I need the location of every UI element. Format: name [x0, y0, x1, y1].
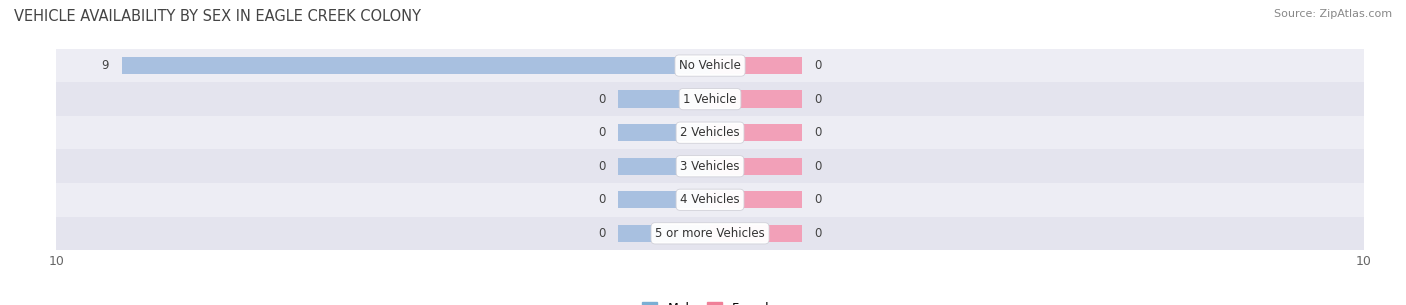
Text: 0: 0 — [598, 160, 606, 173]
Bar — [619, 124, 710, 142]
Bar — [56, 116, 1364, 149]
Bar — [56, 149, 1364, 183]
Text: 0: 0 — [814, 160, 823, 173]
Bar — [56, 217, 1364, 250]
Legend: Male, Female: Male, Female — [637, 297, 783, 305]
Text: 0: 0 — [598, 93, 606, 106]
Bar — [710, 90, 801, 108]
Text: VEHICLE AVAILABILITY BY SEX IN EAGLE CREEK COLONY: VEHICLE AVAILABILITY BY SEX IN EAGLE CRE… — [14, 9, 420, 24]
Bar — [619, 157, 710, 175]
Text: 0: 0 — [814, 93, 823, 106]
Text: 0: 0 — [814, 59, 823, 72]
Bar — [619, 191, 710, 209]
Text: 0: 0 — [814, 126, 823, 139]
Text: No Vehicle: No Vehicle — [679, 59, 741, 72]
Text: 5 or more Vehicles: 5 or more Vehicles — [655, 227, 765, 240]
Bar — [56, 49, 1364, 82]
Text: Source: ZipAtlas.com: Source: ZipAtlas.com — [1274, 9, 1392, 19]
Text: 9: 9 — [101, 59, 108, 72]
Bar — [710, 224, 801, 242]
Text: 0: 0 — [814, 227, 823, 240]
Bar — [710, 57, 801, 74]
Bar — [56, 183, 1364, 217]
Text: 0: 0 — [598, 126, 606, 139]
Text: 0: 0 — [598, 193, 606, 206]
Text: 2 Vehicles: 2 Vehicles — [681, 126, 740, 139]
Bar — [710, 191, 801, 209]
Bar — [710, 157, 801, 175]
Bar — [619, 224, 710, 242]
Bar — [619, 90, 710, 108]
Text: 3 Vehicles: 3 Vehicles — [681, 160, 740, 173]
Text: 0: 0 — [598, 227, 606, 240]
Bar — [121, 57, 710, 74]
Text: 1 Vehicle: 1 Vehicle — [683, 93, 737, 106]
Bar — [56, 82, 1364, 116]
Text: 0: 0 — [814, 193, 823, 206]
Bar — [710, 124, 801, 142]
Text: 4 Vehicles: 4 Vehicles — [681, 193, 740, 206]
